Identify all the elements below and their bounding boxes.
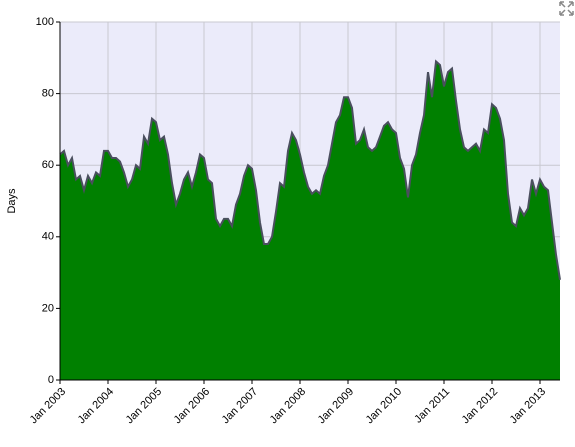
area-line — [59, 59, 561, 280]
y-tick-label: 20 — [42, 302, 54, 314]
y-tick-label: 100 — [36, 16, 54, 28]
x-tick-label: Jan 2008 — [268, 386, 308, 426]
y-tick-label: 80 — [42, 88, 54, 100]
y-tick-label: 60 — [42, 159, 54, 171]
y-tick-label: 0 — [48, 374, 54, 386]
x-tick-label: Jan 2009 — [316, 386, 356, 426]
x-tick-label: Jan 2006 — [172, 386, 212, 426]
x-tick-label: Jan 2005 — [124, 386, 164, 426]
x-tick-label: Jan 2010 — [364, 386, 404, 426]
x-tick-label: Jan 2012 — [460, 386, 500, 426]
y-axis-label: Days — [6, 188, 18, 214]
x-tick-label: Jan 2011 — [412, 386, 452, 426]
area-fill — [60, 61, 560, 381]
x-tick-label: Jan 2003 — [28, 386, 68, 426]
x-tick-label: Jan 2013 — [508, 386, 548, 426]
x-tick-label: Jan 2007 — [220, 386, 260, 426]
expand-icon[interactable] — [559, 1, 574, 16]
x-tick-label: Jan 2004 — [76, 386, 116, 426]
expand-glyph[interactable] — [559, 1, 574, 16]
y-tick-label: 40 — [42, 231, 54, 243]
